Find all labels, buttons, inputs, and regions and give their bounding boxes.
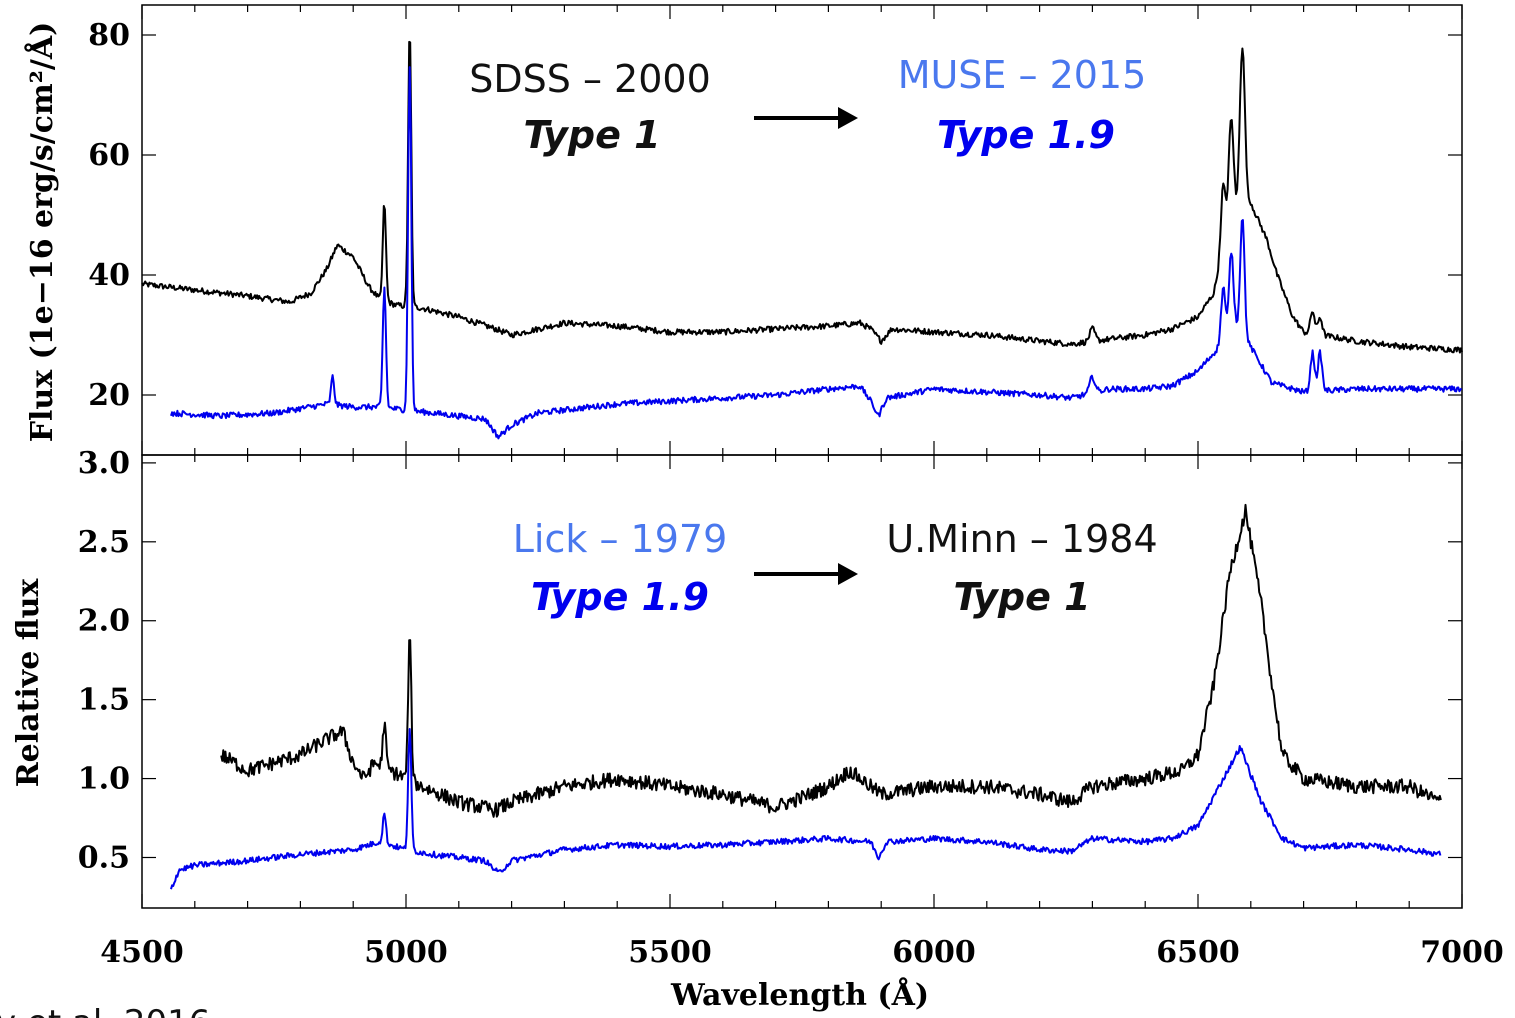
top-arrow [754,107,858,129]
spectrum-line-blue [170,66,1463,440]
top-left-type: Type 1 [523,113,660,157]
y-tick-label: 2.5 [78,525,130,560]
y-tick-label: 1.0 [78,762,130,797]
top-right-type: Type 1.9 [937,113,1115,157]
y-tick-label: 40 [88,258,130,293]
top-series-group [141,40,1463,440]
top-left-title: SDSS – 2000 [469,57,711,101]
top-right-title: MUSE – 2015 [898,53,1147,97]
y-tick-label: 1.5 [78,683,130,718]
bottom-left-title: Lick – 1979 [513,517,728,561]
top-axis-ticks: 20 40 60 80 [88,5,1463,455]
bottom-arrow [754,563,858,585]
bottom-y-axis-title: Relative flux [11,578,46,788]
x-tick-label: 5500 [628,935,712,970]
y-tick-label: 80 [88,18,130,53]
y-tick-label: 3.0 [78,446,130,481]
y-tick-label: 0.5 [78,840,130,875]
top-panel: 20 40 60 80 Flux (1e−16 erg/s/cm²/Å) SDSS –… [24,4,1463,456]
x-tick-labels: 4500 5000 5500 6000 6500 7000 [100,935,1504,970]
top-plot-frame [141,4,1463,456]
spectrum-line-black [220,503,1442,818]
bottom-axis-ticks: 0.5 1.0 1.5 2.0 2.5 3.0 [78,446,1463,908]
bottom-right-title: U.Minn – 1984 [886,517,1157,561]
credit-text: y et al. 2016 [0,1003,210,1018]
spectrum-line-black [141,40,1463,354]
y-tick-label: 2.0 [78,604,130,639]
y-tick-label: 20 [88,378,130,413]
bottom-right-type: Type 1 [953,575,1090,619]
x-tick-label: 7000 [1420,935,1504,970]
bottom-left-type: Type 1.9 [531,575,709,619]
bottom-plot-frame [141,454,1463,909]
top-y-axis-title: Flux (1e−16 erg/s/cm²/Å) [24,22,60,443]
x-tick-label: 6000 [892,935,976,970]
x-tick-label: 4500 [100,935,184,970]
x-tick-label: 5000 [364,935,448,970]
spectrum-line-blue [170,728,1442,890]
y-tick-label: 60 [88,138,130,173]
x-tick-label: 6500 [1156,935,1240,970]
bottom-panel: 0.5 1.0 1.5 2.0 2.5 3.0 Relative flux Lick – … [11,446,1463,909]
bottom-series-group [170,503,1442,890]
x-axis-title: Wavelength (Å) [670,977,929,1013]
